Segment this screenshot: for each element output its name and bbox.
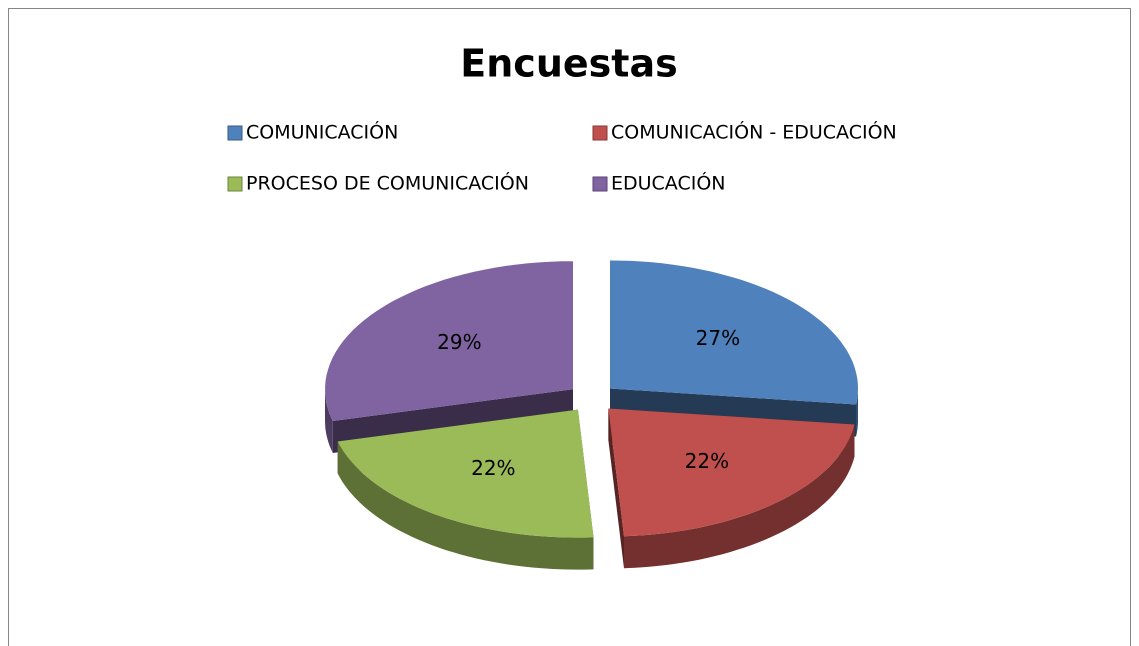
legend-swatch (592, 176, 608, 192)
legend-swatch (592, 125, 608, 141)
pie-slice (608, 408, 855, 537)
legend-label: COMUNICACIÓN (246, 120, 398, 144)
data-label: 29% (437, 330, 481, 354)
pie-slice (337, 409, 594, 538)
legend-swatch (227, 125, 243, 141)
pie-slice-side (856, 388, 858, 437)
pie-slice (610, 260, 858, 405)
pie-slice (325, 261, 573, 421)
pie-slice-side (325, 389, 333, 453)
chart-title: Encuestas (460, 42, 677, 86)
data-label: 27% (696, 326, 740, 350)
legend-label: PROCESO DE COMUNICACIÓN (246, 171, 529, 195)
legend-label: EDUCACIÓN (611, 171, 726, 195)
pie-slice-wall (608, 408, 624, 569)
data-label: 22% (685, 449, 729, 473)
pie-slice-side (624, 424, 855, 569)
legend-label: COMUNICACIÓN - EDUCACIÓN (611, 120, 897, 144)
pie-slice-side (337, 441, 594, 570)
legend-swatch (227, 176, 243, 192)
data-label: 22% (471, 456, 515, 480)
